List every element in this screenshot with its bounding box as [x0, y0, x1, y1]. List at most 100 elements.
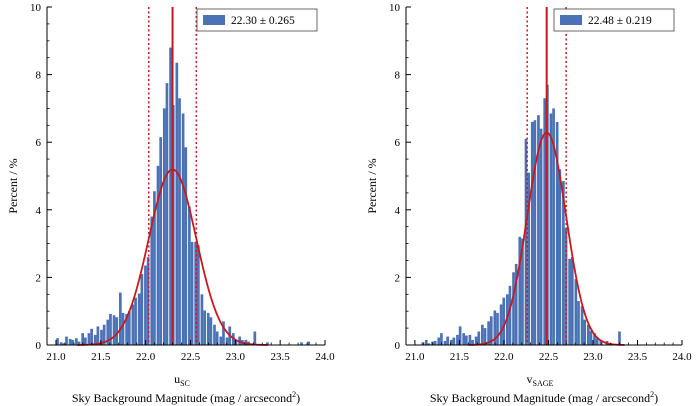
histogram-bar: [518, 236, 522, 345]
histogram-bar: [465, 335, 468, 345]
histogram-bar: [493, 310, 497, 345]
x-tick-label: 22.5: [539, 351, 559, 363]
histogram-bar: [184, 147, 188, 345]
x-tick-label: 23.5: [271, 351, 291, 363]
left-histogram-panel: 21.0 21.5 22.0 22.5 23.0 23.5 24.0 0 2 4 6 8 10 Perce…: [6, 2, 335, 405]
y-tick-label: 10: [389, 2, 401, 14]
y-tick-label: 0: [395, 340, 401, 352]
histogram-bar: [225, 337, 229, 345]
histogram-bar: [109, 313, 112, 345]
histogram-bar: [427, 343, 431, 345]
histogram-bar: [580, 306, 584, 345]
legend-box: [196, 8, 318, 32]
histogram-bar: [421, 342, 425, 345]
histogram-bar: [300, 342, 303, 345]
histogram-bar: [307, 341, 310, 345]
histogram-bar: [222, 321, 225, 345]
x-tick-label: 24.0: [672, 351, 692, 363]
histogram-bar: [144, 265, 147, 345]
histogram-bar: [539, 128, 543, 345]
histogram-bar: [87, 333, 91, 345]
histogram-bar: [118, 292, 122, 345]
histogram-bar: [115, 317, 119, 345]
histogram-bar: [234, 339, 238, 345]
y-tick-label: 0: [36, 340, 42, 352]
histogram-bar: [140, 274, 144, 345]
legend-label: 22.30 ± 0.265: [231, 15, 295, 27]
histogram-bar: [530, 121, 534, 345]
histogram-bar: [244, 339, 248, 345]
histogram-bar: [71, 339, 75, 345]
histogram-bar: [549, 113, 553, 345]
histogram-bar: [150, 216, 154, 345]
histogram-bar: [481, 324, 484, 345]
histogram-bar: [483, 328, 487, 345]
histogram-bar: [424, 339, 428, 345]
histogram-bar: [499, 304, 503, 345]
histogram-bar: [200, 294, 204, 345]
y-tick-label: 6: [395, 137, 401, 149]
histogram-bar: [508, 285, 512, 345]
histogram-bar: [562, 181, 565, 345]
histogram-bar: [188, 206, 191, 345]
x-variable-label: uSC: [174, 372, 190, 388]
histogram-bar: [253, 331, 257, 345]
histogram-bar: [134, 297, 137, 345]
histogram-bar: [190, 241, 194, 345]
histogram-bar: [437, 337, 441, 345]
right-histogram-panel: 21.0 21.5 22.0 22.5 23.0 23.5 24.0 0 2 4 6 8 10 Perce…: [365, 2, 692, 405]
histogram-bar: [618, 331, 621, 345]
y-tick-label: 10: [30, 2, 42, 14]
histogram-bar: [599, 339, 603, 345]
histogram-bar: [121, 312, 125, 345]
histogram-bar: [449, 339, 453, 345]
y-axis-label: Percent / %: [365, 158, 379, 213]
histogram-bar: [524, 138, 528, 345]
histogram-bar: [533, 120, 537, 345]
histogram-bar: [583, 319, 587, 345]
histogram-bar: [68, 338, 72, 345]
histogram-bar: [543, 98, 547, 345]
x-tick-label: 21.5: [450, 351, 470, 363]
histogram-bar: [56, 338, 59, 345]
x-tick-label: 23.5: [628, 351, 648, 363]
y-tick-label: 6: [36, 137, 42, 149]
histogram-bar: [593, 333, 596, 345]
histogram-bar: [159, 137, 163, 345]
histogram-bar: [102, 324, 106, 345]
histogram-bar: [81, 333, 85, 345]
histogram-bar: [595, 338, 599, 345]
histogram-bar: [589, 330, 593, 345]
histogram-bar: [125, 313, 128, 345]
histogram-bar: [477, 331, 481, 345]
histogram-bar: [456, 334, 459, 345]
histogram-bar: [178, 98, 181, 345]
x-tick-label: 24.0: [315, 351, 335, 363]
y-tick-label: 8: [395, 70, 401, 82]
histogram-bar: [203, 310, 206, 345]
histogram-bar: [452, 337, 456, 345]
histogram-bar: [77, 341, 81, 345]
histogram-bar: [555, 121, 559, 345]
histogram-bar: [537, 115, 540, 345]
histogram-bar: [162, 108, 166, 346]
histogram-bar: [156, 165, 160, 345]
histogram-bar: [496, 312, 499, 345]
histogram-bar: [443, 340, 447, 345]
histogram-bar: [112, 315, 116, 345]
histogram-bar: [489, 316, 493, 345]
histogram-bar: [75, 338, 78, 345]
histogram-bar: [106, 319, 110, 345]
histogram-bar: [458, 326, 462, 345]
y-tick-label: 4: [36, 205, 42, 217]
histogram-bar: [471, 339, 474, 345]
histogram-bar: [197, 245, 200, 345]
histogram-bar: [527, 172, 530, 345]
histogram-bar: [59, 342, 63, 345]
histogram-bar: [127, 311, 131, 345]
histogram-bar: [568, 258, 571, 345]
y-tick-label: 8: [36, 70, 42, 82]
histogram-bar: [215, 331, 219, 345]
x-tick-label: 22.5: [181, 351, 201, 363]
